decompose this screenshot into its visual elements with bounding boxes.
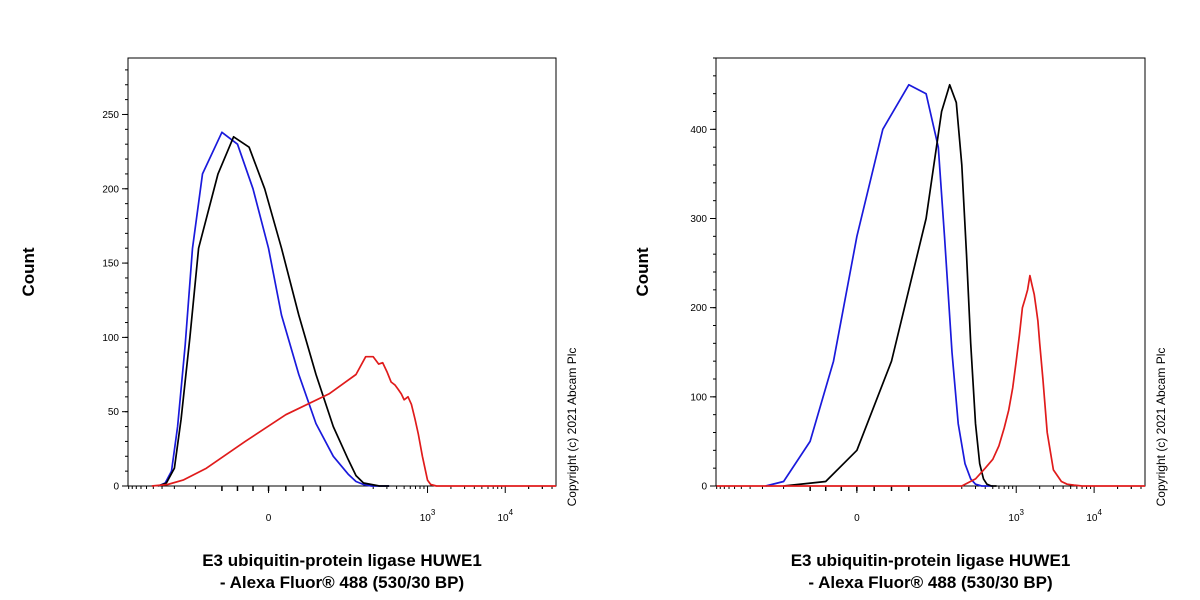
y-tick-label: 100 [690, 392, 707, 403]
y-axis-label: Count [633, 247, 652, 296]
copyright-notice: Copyright (c) 2021 Abcam Plc [1154, 348, 1168, 507]
y-tick-label: 400 [690, 125, 707, 136]
x-tick-exponent: 4 [509, 508, 514, 517]
y-tick-label: 50 [108, 407, 120, 418]
y-axis-label: Count [19, 247, 38, 296]
y-tick-label: 0 [113, 482, 119, 493]
histogram-series-0 [157, 131, 390, 487]
y-tick-label: 200 [102, 184, 119, 195]
histogram-series-0 [765, 83, 993, 487]
histogram-series-1 [783, 83, 997, 487]
x-tick-base: 10 [1086, 513, 1098, 524]
copyright-notice: Copyright (c) 2021 Abcam Plc [565, 348, 579, 507]
x-tick-label: 103 [1008, 508, 1024, 524]
x-axis-label-line: E3 ubiquitin-protein ligase HUWE1 [202, 551, 482, 570]
x-tick-base: 0 [854, 513, 860, 524]
histogram-series-2 [716, 274, 1145, 487]
x-axis-label-line: - Alexa Fluor® 488 (530/30 BP) [808, 573, 1052, 592]
plot-frame [715, 57, 1146, 487]
histogram-series-2 [151, 355, 556, 487]
x-tick-exponent: 3 [1020, 508, 1025, 517]
x-tick-label: 103 [420, 508, 436, 524]
x-tick-base: 10 [497, 513, 509, 524]
x-tick-base: 10 [420, 513, 432, 524]
x-tick-base: 0 [266, 513, 272, 524]
histogram-series-1 [157, 135, 390, 487]
y-tick-label: 0 [701, 482, 707, 493]
plot-frame [127, 57, 557, 487]
x-axis-label-line: E3 ubiquitin-protein ligase HUWE1 [791, 551, 1071, 570]
y-tick-label: 100 [102, 333, 119, 344]
x-tick-label: 104 [1086, 508, 1102, 524]
x-tick-label: 0 [854, 513, 860, 524]
y-tick-label: 200 [690, 303, 707, 314]
x-tick-label: 0 [266, 513, 272, 524]
x-tick-label: 104 [497, 508, 513, 524]
y-tick-label: 250 [102, 110, 119, 121]
x-tick-exponent: 3 [431, 508, 436, 517]
y-tick-label: 150 [102, 259, 119, 270]
x-tick-base: 10 [1008, 513, 1020, 524]
y-tick-label: 300 [690, 214, 707, 225]
x-tick-exponent: 4 [1097, 508, 1102, 517]
x-axis-label-line: - Alexa Fluor® 488 (530/30 BP) [220, 573, 464, 592]
